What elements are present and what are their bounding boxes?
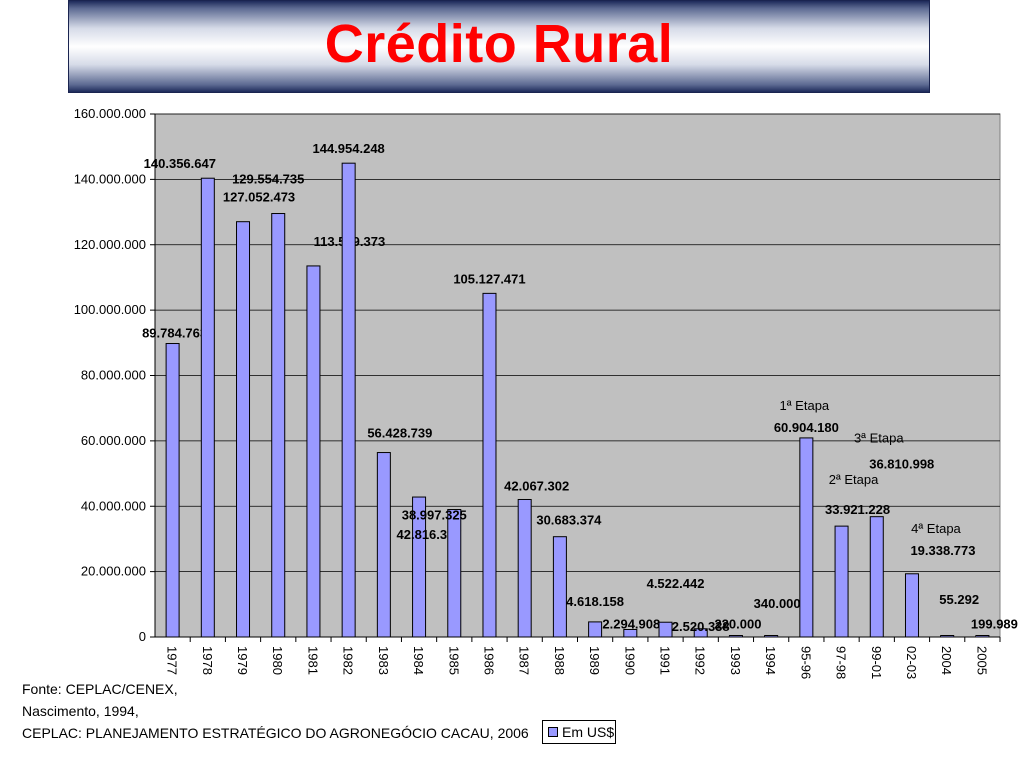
x-tick-label-1978: 1978 — [200, 646, 215, 675]
bar-1985 — [447, 509, 462, 638]
y-tick-label: 160.000.000 — [74, 106, 146, 121]
y-tick-label: 120.000.000 — [74, 237, 146, 252]
bar-1984 — [412, 496, 427, 638]
bar-95-96 — [799, 437, 814, 638]
data-label-1980: 129.554.735 — [232, 172, 304, 187]
data-label-1986: 105.127.471 — [453, 271, 525, 286]
title-banner: Crédito Rural — [68, 0, 930, 93]
x-tick-label-1992: 1992 — [693, 646, 708, 675]
source-line-3: CEPLAC: PLANEJAMENTO ESTRATÉGICO DO AGRO… — [22, 725, 529, 741]
legend-label: Em US$ — [562, 724, 615, 740]
source-note: Fonte: CEPLAC/CENEX, Nascimento, 1994, C… — [22, 678, 529, 744]
x-tick-label-95-96: 95-96 — [798, 646, 813, 679]
bar-1992 — [693, 628, 708, 638]
bar-2005 — [975, 635, 990, 638]
annotation-99-01: 3ª Etapa — [854, 431, 904, 446]
legend: Em US$ — [542, 720, 616, 744]
annotation-02-03: 4ª Etapa — [911, 521, 961, 536]
page-title: Crédito Rural — [324, 13, 674, 74]
source-line-2: Nascimento, 1994, — [22, 703, 139, 719]
y-tick-label: 40.000.000 — [81, 498, 146, 513]
data-label-1994: 340.000 — [754, 596, 801, 611]
bar-1977 — [165, 343, 180, 638]
bar-1991 — [658, 621, 673, 638]
data-label-2004: 55.292 — [939, 592, 979, 607]
legend-swatch — [548, 727, 558, 737]
bar-1988 — [552, 536, 567, 638]
bar-02-03 — [904, 573, 919, 638]
data-label-95-96: 60.904.180 — [774, 420, 839, 435]
annotation-97-98: 2ª Etapa — [829, 472, 879, 487]
x-tick-label-1994: 1994 — [763, 646, 778, 675]
x-tick-label-1977: 1977 — [165, 646, 180, 675]
data-label-1984: 42.816.377 — [397, 527, 462, 542]
x-tick-label-97-98: 97-98 — [834, 646, 849, 679]
data-label-2005: 199.989 — [971, 616, 1018, 631]
bar-1994 — [764, 635, 779, 638]
bar-2004 — [940, 635, 955, 638]
x-tick-label-1987: 1987 — [517, 646, 532, 675]
x-tick-label-1981: 1981 — [305, 646, 320, 675]
data-label-1989: 4.618.158 — [566, 594, 624, 609]
bar-1993 — [728, 635, 743, 638]
x-tick-label-1990: 1990 — [622, 646, 637, 675]
y-tick-label: 100.000.000 — [74, 302, 146, 317]
x-tick-label-1982: 1982 — [341, 646, 356, 675]
x-tick-label-02-03: 02-03 — [904, 646, 919, 679]
data-label-02-03: 19.338.773 — [910, 543, 975, 558]
data-label-1977: 89.784.763 — [142, 326, 207, 341]
data-label-99-01: 36.810.998 — [869, 457, 934, 472]
data-label-1983: 56.428.739 — [367, 426, 432, 441]
data-label-97-98: 33.921.228 — [825, 502, 890, 517]
bar-1982 — [341, 162, 356, 638]
x-tick-label-99-01: 99-01 — [869, 646, 884, 679]
bar-1986 — [482, 292, 497, 638]
data-label-1985: 38.997.325 — [402, 508, 467, 523]
x-tick-label-1986: 1986 — [481, 646, 496, 675]
x-tick-label-1984: 1984 — [411, 646, 426, 675]
data-label-1991: 4.522.442 — [647, 576, 705, 591]
bar-97-98 — [834, 525, 849, 638]
bar-1981 — [306, 265, 321, 638]
x-tick-label-2005: 2005 — [974, 646, 989, 675]
x-tick-label-1988: 1988 — [552, 646, 567, 675]
y-tick-label: 60.000.000 — [81, 433, 146, 448]
y-tick-label: 140.000.000 — [74, 171, 146, 186]
bar-1990 — [623, 628, 638, 638]
y-tick-label: 0 — [139, 629, 146, 644]
data-label-1993: 220.000 — [714, 616, 761, 631]
annotation-95-96: 1ª Etapa — [780, 398, 830, 413]
data-label-1992: 2.520.338 — [672, 619, 730, 634]
data-label-1979: 127.052.473 — [223, 190, 295, 205]
bar-1989 — [588, 621, 603, 638]
data-label-1982: 144.954.248 — [312, 141, 384, 156]
y-tick-label: 80.000.000 — [81, 368, 146, 383]
bar-99-01 — [869, 516, 884, 638]
bar-1980 — [271, 213, 286, 638]
source-line-1: Fonte: CEPLAC/CENEX, — [22, 681, 178, 697]
bar-1983 — [376, 452, 391, 638]
data-label-1987: 42.067.302 — [504, 478, 569, 493]
x-tick-label-1993: 1993 — [728, 646, 743, 675]
x-tick-label-1991: 1991 — [658, 646, 673, 675]
x-tick-label-1983: 1983 — [376, 646, 391, 675]
bar-1978 — [200, 177, 215, 638]
data-label-1988: 30.683.374 — [536, 513, 602, 528]
x-tick-label-2004: 2004 — [939, 646, 954, 675]
bar-1979 — [236, 221, 251, 638]
x-tick-label-1989: 1989 — [587, 646, 602, 675]
data-label-1978: 140.356.647 — [144, 156, 216, 171]
y-tick-label: 20.000.000 — [81, 564, 146, 579]
data-label-1990: 2.294.908 — [602, 616, 660, 631]
x-tick-label-1980: 1980 — [270, 646, 285, 675]
x-tick-label-1985: 1985 — [446, 646, 461, 675]
bar-1987 — [517, 498, 532, 638]
x-tick-label-1979: 1979 — [235, 646, 250, 675]
